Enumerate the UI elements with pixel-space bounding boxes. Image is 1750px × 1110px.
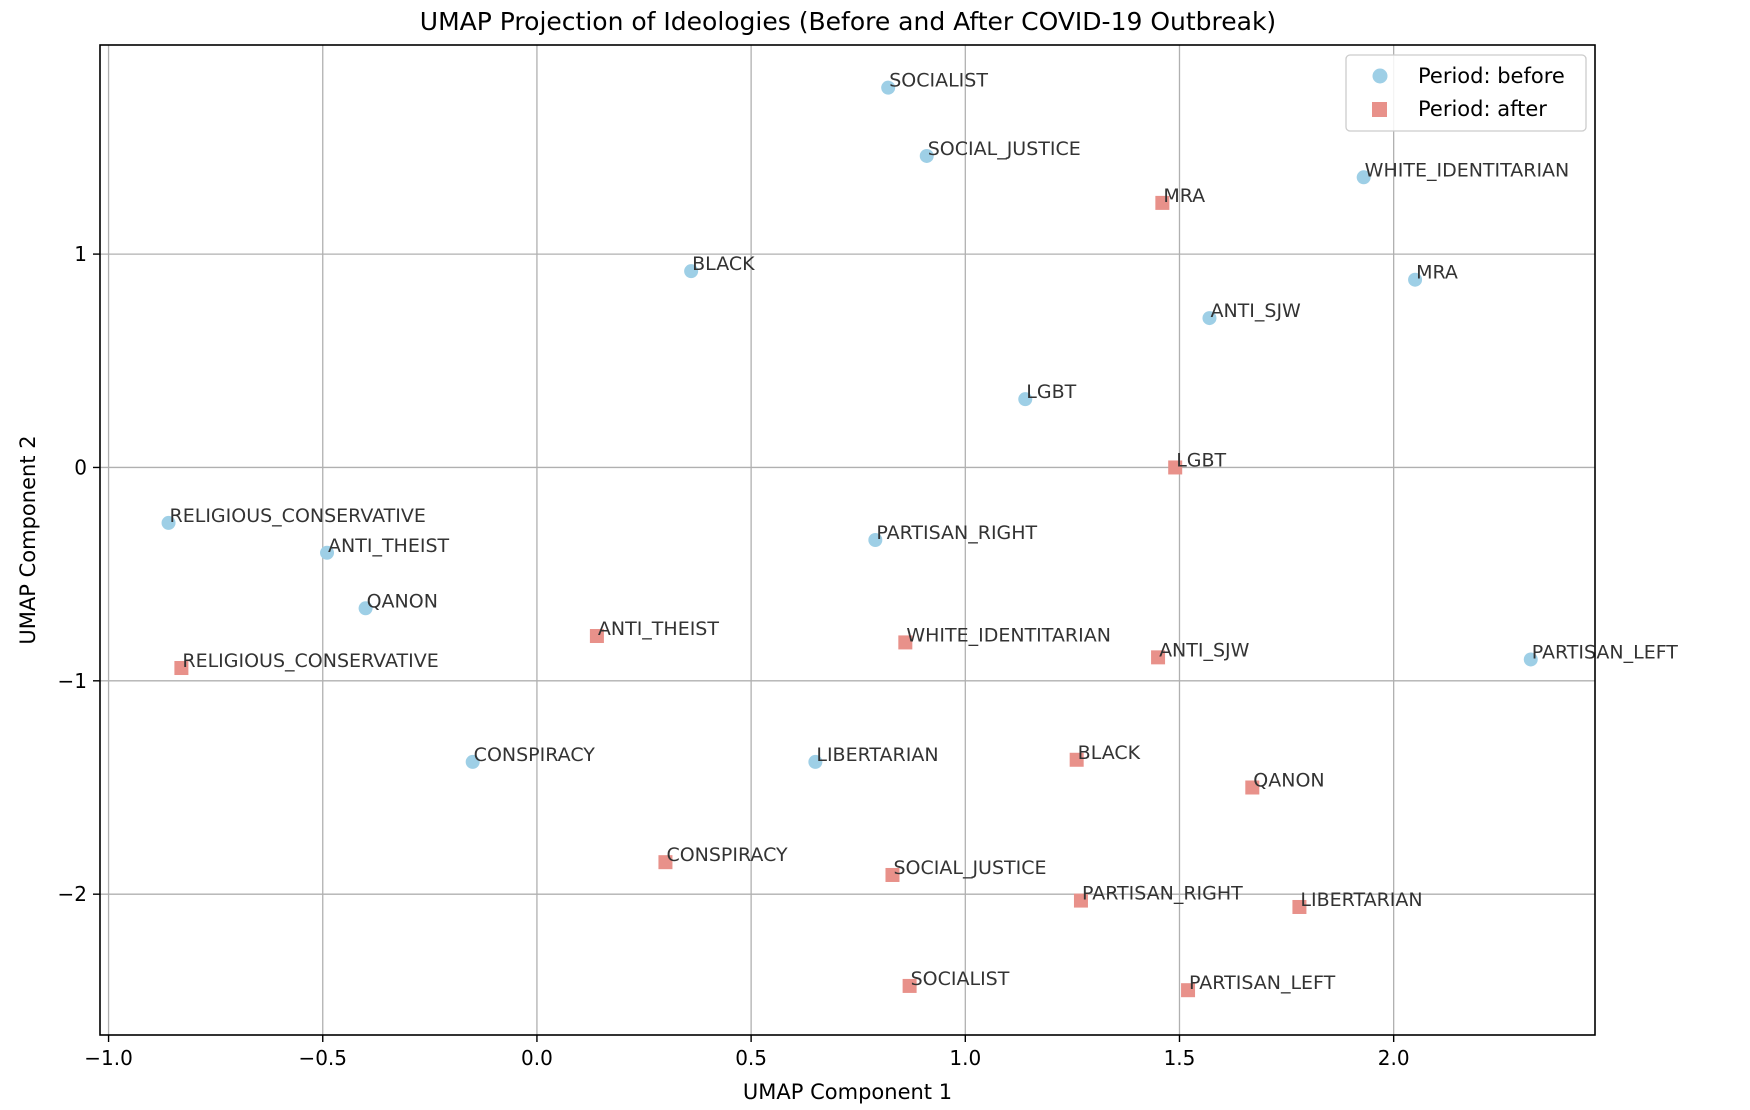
point-before (358, 601, 373, 616)
point-labels: SOCIALIST SOCIAL_JUSTICE WHITE_IDENTITARIA… (170, 70, 1679, 995)
point-label-before: ANTI_SJW (1210, 300, 1301, 322)
point-before (465, 754, 480, 769)
point-label-after: PARTISAN_LEFT (1189, 972, 1336, 994)
point-before (868, 533, 883, 547)
plot-frame (99, 44, 1596, 1036)
point-after (1181, 983, 1196, 998)
point-after (902, 978, 917, 993)
point-before (1018, 392, 1033, 407)
point-label-before: CONSPIRACY (474, 744, 596, 766)
point-label-before: LIBERTARIAN (816, 744, 938, 766)
point-after (885, 867, 900, 882)
point-label-before: SOCIAL_JUSTICE (928, 138, 1081, 160)
x-tick-label: 0.0 (521, 1046, 553, 1070)
point-label-before: PARTISAN_LEFT (1532, 641, 1679, 663)
point-before (1356, 170, 1371, 185)
y-tick-label: −2 (58, 882, 87, 906)
point-after (658, 855, 673, 870)
point-after (1069, 752, 1084, 767)
x-tick-label: 0.5 (735, 1046, 767, 1070)
point-before (1202, 311, 1217, 326)
x-tick-label: 1.0 (949, 1046, 981, 1070)
point-after (1292, 899, 1307, 914)
point-before (1523, 652, 1538, 667)
point-label-before: QANON (367, 590, 438, 612)
point-label-after: QANON (1253, 770, 1324, 792)
point-label-after: SOCIALIST (911, 968, 1010, 990)
point-label-after: LIBERTARIAN (1300, 889, 1422, 911)
point-label-after: BLACK (1078, 742, 1141, 764)
point-label-before: WHITE_IDENTITARIAN (1365, 159, 1570, 181)
point-label-before: MRA (1416, 262, 1458, 284)
point-after (898, 635, 913, 650)
point-label-after: WHITE_IDENTITARIAN (906, 624, 1111, 646)
y-tick-label: 0 (74, 455, 87, 479)
y-tick-label: −1 (58, 669, 87, 693)
point-after (1245, 780, 1260, 795)
point-after (1155, 195, 1170, 210)
legend-entry-before: Period: before (1418, 64, 1565, 88)
point-before (161, 515, 176, 530)
point-label-after: MRA (1163, 185, 1205, 207)
data-points (161, 80, 1538, 998)
axis-ticks: −1.0 −0.5 0.0 0.5 1.0 1.5 2.0 −2 −1 0 1 (58, 242, 1410, 1070)
legend-box (1345, 54, 1587, 132)
point-before (808, 754, 823, 769)
chart-title: UMAP Projection of Ideologies (Before an… (420, 7, 1276, 36)
point-label-before: RELIGIOUS_CONSERVATIVE (170, 505, 426, 527)
x-tick-label: −0.5 (298, 1046, 347, 1070)
point-before (881, 80, 896, 95)
point-label-before: PARTISAN_RIGHT (876, 522, 1037, 544)
x-axis-label: UMAP Component 1 (743, 1080, 952, 1104)
point-after (1151, 650, 1166, 665)
legend-marker-after (1372, 102, 1387, 117)
point-label-before: ANTI_THEIST (328, 535, 449, 557)
x-tick-label: 1.5 (1164, 1046, 1196, 1070)
point-before (320, 545, 335, 560)
point-after (1073, 893, 1088, 908)
point-after (174, 661, 189, 676)
grid-lines (100, 45, 1595, 1035)
y-axis-label: UMAP Component 2 (16, 435, 40, 644)
point-label-after: RELIGIOUS_CONSERVATIVE (182, 650, 438, 672)
point-before (684, 264, 699, 279)
legend: Period: before Period: after (1345, 54, 1587, 132)
point-label-after: PARTISAN_RIGHT (1082, 883, 1243, 905)
y-tick-label: 1 (74, 242, 87, 266)
legend-entry-after: Period: after (1418, 97, 1547, 121)
point-after (589, 629, 604, 644)
point-label-before: LGBT (1026, 381, 1076, 403)
point-label-after: LGBT (1176, 449, 1226, 471)
point-label-before: BLACK (692, 253, 755, 275)
point-label-after: CONSPIRACY (666, 844, 788, 866)
point-label-after: SOCIAL_JUSTICE (893, 857, 1046, 879)
x-tick-label: 2.0 (1378, 1046, 1410, 1070)
point-label-after: ANTI_THEIST (598, 618, 719, 640)
x-tick-label: −1.0 (84, 1046, 133, 1070)
legend-marker-before (1372, 68, 1388, 84)
point-before (919, 148, 934, 163)
point-after (1168, 460, 1183, 475)
point-label-after: ANTI_SJW (1159, 639, 1250, 661)
point-label-before: SOCIALIST (889, 70, 988, 92)
point-before (1408, 272, 1423, 287)
